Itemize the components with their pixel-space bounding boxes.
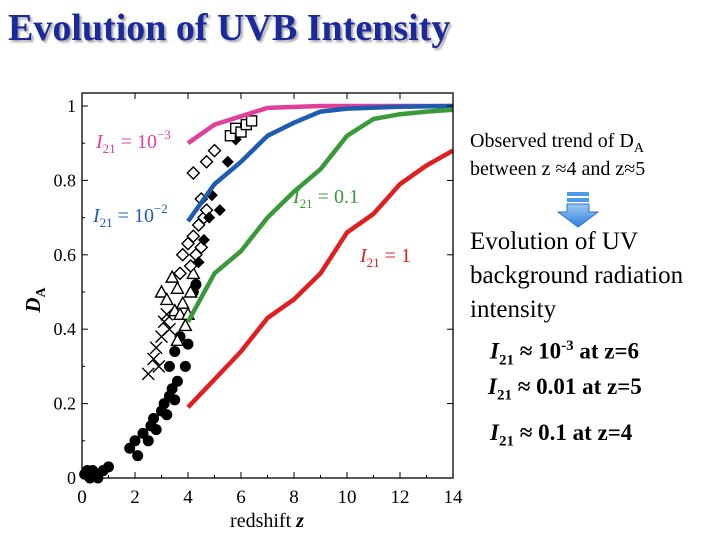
filled-diamond-marker <box>192 256 205 269</box>
triangle-marker <box>170 280 185 294</box>
filled-circle-marker <box>182 338 194 350</box>
curve-labels: I21 = 10−3 I21 = 10−2 I21 = 0.1 I21 = 1 <box>92 127 411 270</box>
triangle-marker <box>186 265 201 280</box>
x-tick-label: 6 <box>236 487 246 508</box>
y-tick-label: 0 <box>67 468 76 488</box>
observation-series <box>141 307 176 381</box>
x-tick-label: 10 <box>338 487 357 508</box>
open-diamond-marker <box>207 143 222 158</box>
filled-circle-marker <box>169 394 181 406</box>
observation-series <box>79 279 202 484</box>
triangle-marker <box>175 295 190 309</box>
x-tick-label: 12 <box>391 487 410 508</box>
triangle-marker <box>170 332 185 347</box>
cross-marker <box>149 341 163 355</box>
filled-circle-marker <box>190 279 202 291</box>
triangle-marker <box>164 269 180 283</box>
filled-circle-marker <box>171 375 183 387</box>
evolution-line2: background radiation <box>470 262 684 289</box>
observation-series <box>224 115 258 142</box>
filled-diamond-marker <box>221 155 234 168</box>
filled-circle-marker <box>161 409 173 421</box>
x-tick-label: 0 <box>77 487 87 508</box>
cross-marker <box>160 307 174 321</box>
y-tick-label: 0.2 <box>54 394 77 414</box>
filled-circle-marker <box>132 450 144 462</box>
x-tick-label: 8 <box>289 487 299 508</box>
filled-circle-marker <box>150 424 162 436</box>
curve-label: I21 = 10−3 <box>95 127 171 156</box>
filled-circle-marker <box>103 461 114 473</box>
observed-trend-line1: Observed trend of DA <box>470 130 644 156</box>
cross-marker <box>162 322 176 336</box>
result-z6: I21 ≈ 10-3 at z=6 <box>490 338 640 369</box>
filled-circle-marker <box>142 435 154 447</box>
curve-label: I21 = 0.1 <box>292 186 359 211</box>
filled-circle-marker <box>148 412 160 424</box>
square-marker <box>245 115 258 127</box>
result-z4: I21 ≈ 0.1 at z=4 <box>490 420 633 450</box>
y-axis-label: DA <box>21 286 49 313</box>
observed-trend-line2: between z ≈4 and z≈5 <box>470 158 646 180</box>
filled-circle-marker <box>169 346 181 358</box>
open-diamond-marker <box>175 247 190 262</box>
cross-marker <box>157 315 171 329</box>
cross-marker <box>152 359 166 373</box>
triangle-marker <box>154 284 169 298</box>
x-tick-label: 2 <box>130 487 140 508</box>
open-diamond-marker <box>186 165 201 180</box>
open-diamond-marker <box>186 229 201 244</box>
observation-points <box>79 115 258 484</box>
x-axis-label: redshift z <box>230 510 304 532</box>
y-tick-label: 0.4 <box>54 319 77 339</box>
axes: 0 2 4 6 8 10 12 14 0 0.2 0.4 0.6 0.8 1 redshift z DA <box>21 92 464 532</box>
open-diamond-marker <box>199 154 214 169</box>
result-z5: I21 ≈ 0.01 at z=5 <box>488 374 642 404</box>
filled-diamond-marker <box>213 204 226 217</box>
cross-marker <box>147 352 161 366</box>
filled-diamond-marker <box>203 211 216 224</box>
filled-diamond-marker <box>197 233 210 246</box>
curve-label: I21 = 1 <box>359 245 411 270</box>
curve-line <box>186 103 454 223</box>
slide-title: Evolution of UVB Intensity <box>8 7 451 49</box>
open-diamond-marker <box>173 266 188 281</box>
evolution-line3: intensity <box>470 296 557 323</box>
filled-circle-marker <box>163 360 175 372</box>
triangle-marker <box>178 318 193 332</box>
filled-circle-marker <box>179 360 191 372</box>
observation-series <box>154 265 201 347</box>
model-curves <box>186 103 455 409</box>
curve-label: I21 = 10−2 <box>92 201 168 230</box>
evolution-line1: Evolution of UV <box>470 228 639 255</box>
curve-line <box>186 107 454 323</box>
x-tick-label: 4 <box>183 487 193 508</box>
down-arrow-icon <box>557 192 599 228</box>
triangle-marker <box>159 291 174 306</box>
y-tick-label: 0.8 <box>54 170 77 190</box>
triangle-marker <box>183 284 198 298</box>
y-tick-label: 1 <box>67 96 76 116</box>
observed-sub: A <box>633 141 644 156</box>
curve-line <box>186 148 455 409</box>
cross-marker <box>141 367 155 381</box>
x-tick-label: 14 <box>444 487 464 508</box>
filled-circle-marker <box>129 435 141 447</box>
y-tick-label: 0.6 <box>54 245 77 265</box>
